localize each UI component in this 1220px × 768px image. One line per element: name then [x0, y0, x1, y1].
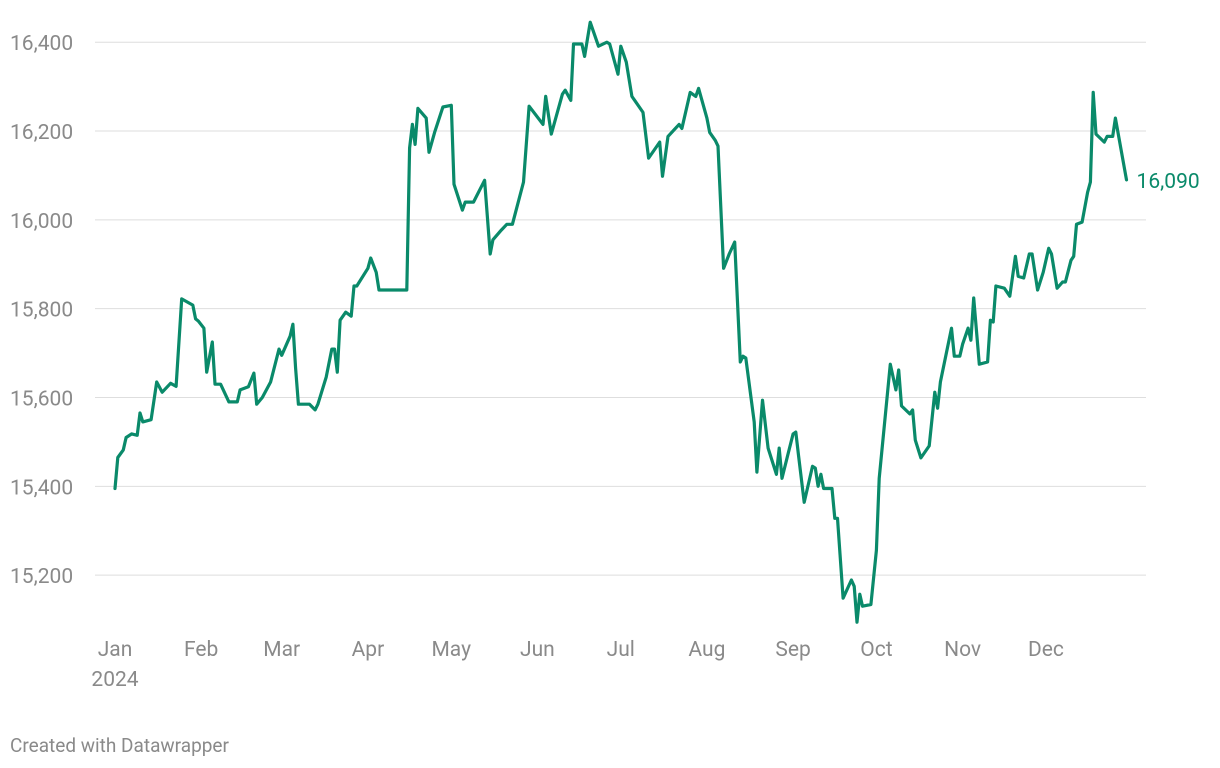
credit: Created with Datawrapper	[10, 734, 229, 757]
x-tick-label: Apr	[352, 638, 385, 662]
x-tick-label: Dec	[1028, 638, 1064, 662]
y-tick-label: 16,400	[10, 32, 73, 56]
line	[113, 20, 1129, 624]
y-tick-label: 15,600	[10, 388, 73, 412]
x-tick-label: Jan	[98, 638, 133, 662]
end-label: 16,090	[1137, 170, 1200, 194]
y-tick-label: 15,400	[10, 476, 73, 500]
x-tick-label: Mar	[263, 638, 300, 662]
x-tick-label: May	[431, 638, 471, 662]
x-tick-label: Sep	[775, 638, 810, 662]
x-tick-label: Feb	[184, 638, 218, 662]
x-year-label: 2024	[91, 668, 138, 692]
y-tick-label: 16,000	[10, 210, 73, 234]
y-tick-label: 15,200	[10, 565, 73, 589]
x-tick-label: Aug	[688, 638, 725, 662]
y-tick-label: 15,800	[10, 299, 73, 323]
x-tick-label: Jul	[607, 638, 635, 662]
x-tick-label: Nov	[944, 638, 981, 662]
x-tick-label: Oct	[860, 638, 892, 662]
x-tick-label: Jun	[520, 638, 555, 662]
y-tick-label: 16,200	[10, 121, 73, 145]
